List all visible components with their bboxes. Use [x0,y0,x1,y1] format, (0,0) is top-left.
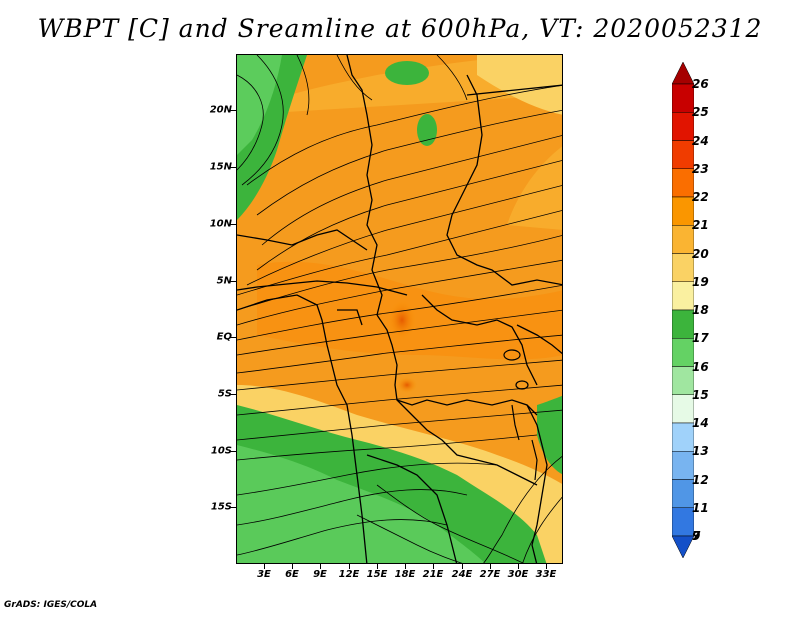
lon-tick [433,564,434,569]
colorbar-label: 18 [692,303,709,317]
chart-title: WBPT [C] and Sreamline at 600hPa, VT: 20… [37,14,763,43]
lon-tick [349,564,350,569]
colorbar-label: 12 [692,472,709,487]
colorbar-label: 24 [692,133,709,148]
lon-tick [462,564,463,569]
country-borders [237,55,562,563]
lat-label: 10N [209,218,232,230]
lat-label: 15S [210,501,232,513]
lat-tick [230,167,236,168]
colorbar-segment [672,83,694,113]
lat-tick [230,451,236,452]
wbpt-field [237,55,562,563]
lon-tick [490,564,491,569]
colorbar-segment [672,338,694,367]
lon-tick [518,564,519,569]
lon-tick [320,564,321,569]
colorbar-label: 26 [692,77,709,91]
lat-tick [230,281,236,282]
lon-tick [377,564,378,569]
lon-label: 27E [479,569,501,580]
colorbar-segment [672,112,694,141]
wbpt-band-ne [477,55,562,115]
colorbar-label: 13 [692,444,709,459]
colorbar-segment [672,535,694,558]
lat-label: 5S [217,388,232,400]
lon-label: 18E [394,569,416,580]
colorbar-label: 23 [692,161,709,176]
wbpt-blob-north [385,61,429,85]
lon-tick [546,564,547,569]
colorbar-label: 20 [692,246,709,261]
lat-tick [230,224,236,225]
colorbar-segment [672,253,694,282]
lon-label: 33E [535,569,557,580]
map-panel [236,54,563,564]
lon-label: 15E [366,569,388,580]
colorbar-segment [672,394,694,424]
lat-label: 5N [216,275,232,287]
colorbar-segment [672,479,694,508]
lat-label: 15N [209,161,232,173]
lat-tick [230,110,236,111]
colorbar-label: 11 [692,500,709,515]
colorbar-label: 15 [692,387,709,402]
colorbar-segment [672,168,694,198]
lon-label: 3E [257,569,271,580]
lon-tick [292,564,293,569]
colorbar-segment [672,507,694,537]
lakes [503,349,538,481]
colorbar-label: 25 [692,105,709,120]
lon-label: 21E [422,569,444,580]
lon-label: 30E [507,569,529,580]
grads-credit: GrADS: IGES/COLA [4,600,98,610]
lon-label: 24E [451,569,473,580]
lat-label: 20N [209,104,232,116]
lat-tick [230,394,236,395]
wbpt-hotspot-1 [388,300,416,340]
colorbar [672,62,694,558]
lat-tick [230,507,236,508]
lat-label: EQ [216,331,232,343]
lat-label: 10S [210,445,232,457]
lon-tick [264,564,265,569]
colorbar-label: 22 [692,190,709,204]
colorbar-segment [672,281,694,311]
lon-label: 9E [313,569,327,580]
colorbar-segment [672,422,694,452]
colorbar-segment [672,451,694,480]
colorbar-segment [672,140,694,169]
colorbar-segment [672,62,694,85]
colorbar-label: 16 [692,359,709,374]
lon-label: 12E [338,569,360,580]
wbpt-hotspot-2 [397,377,417,393]
colorbar-label: 9 [692,529,701,543]
colorbar-label: 21 [692,218,709,233]
lon-tick [405,564,406,569]
lat-tick [230,337,236,338]
colorbar-segment [672,366,694,395]
colorbar-segment [672,309,694,339]
colorbar-segment [672,196,694,226]
colorbar-label: 14 [692,416,709,430]
colorbar-segment [672,225,694,254]
colorbar-label: 17 [692,331,709,346]
colorbar-label: 19 [692,274,709,289]
colorbar-label: 7 [692,529,701,543]
lon-label: 6E [285,569,299,580]
